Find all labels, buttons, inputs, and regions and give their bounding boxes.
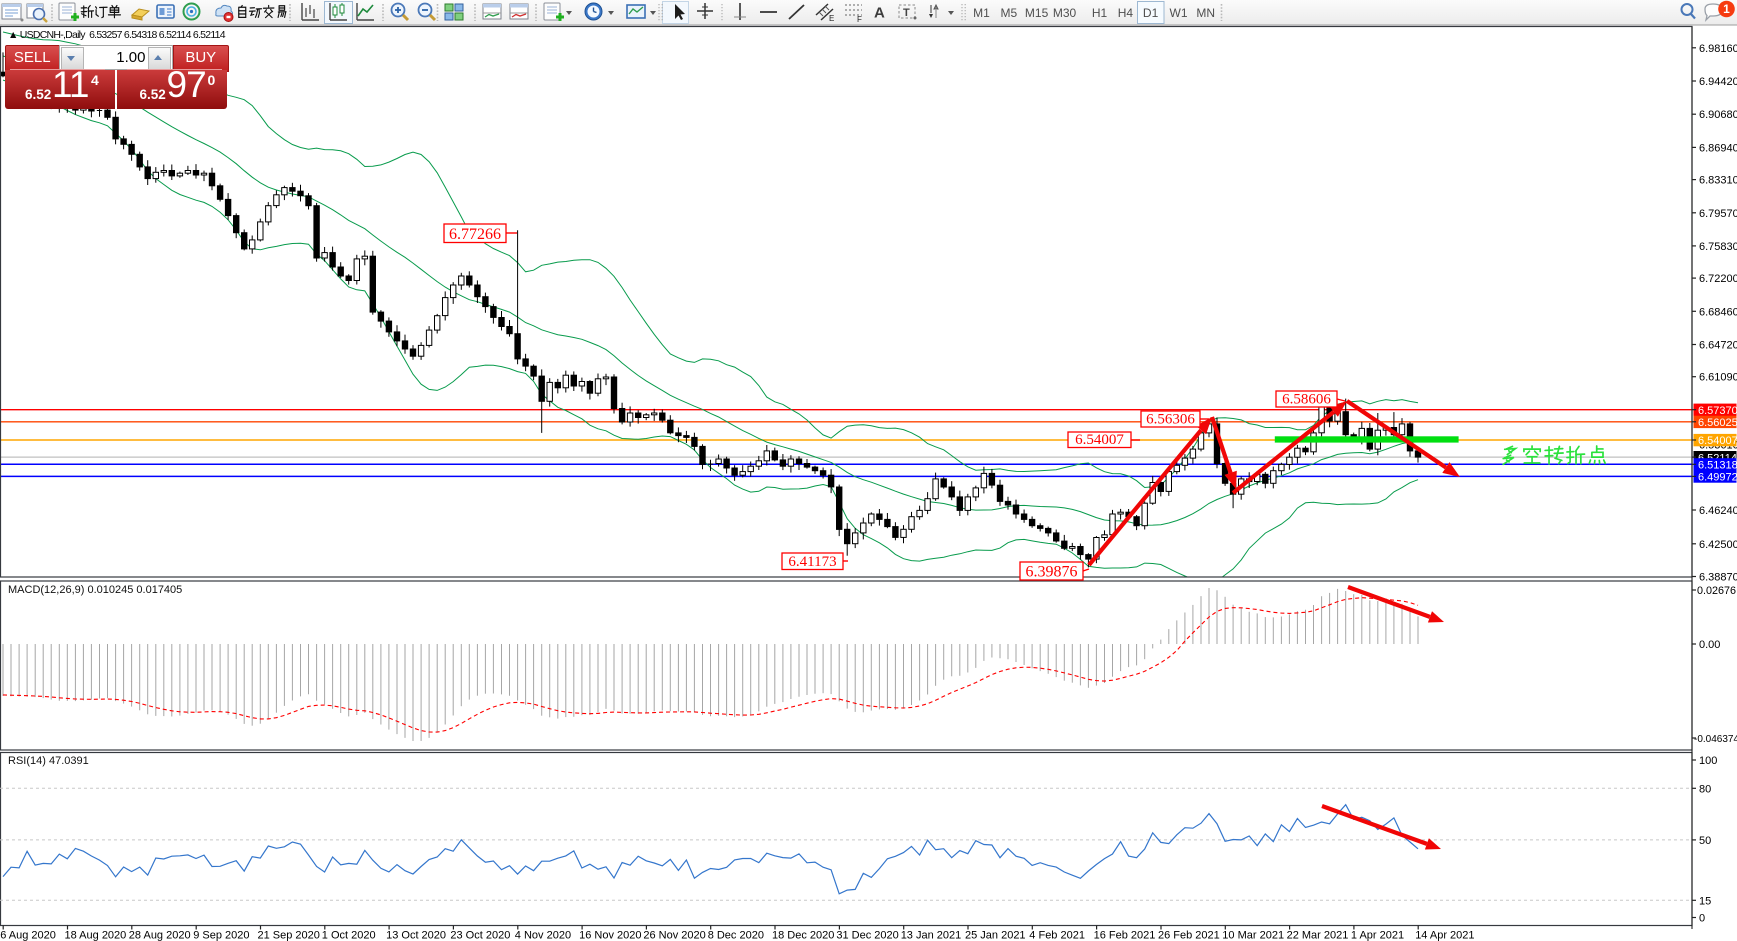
svg-text:6.90680: 6.90680 <box>1699 109 1737 121</box>
svg-text:25 Jan 2021: 25 Jan 2021 <box>965 930 1026 941</box>
svg-text:6.56025: 6.56025 <box>1698 417 1737 429</box>
svg-text:22 Mar 2021: 22 Mar 2021 <box>1287 930 1349 941</box>
svg-text:1: 1 <box>1723 2 1730 16</box>
svg-text:21 Sep 2020: 21 Sep 2020 <box>258 930 320 941</box>
svg-text:6.51318: 6.51318 <box>1698 460 1737 472</box>
svg-text:6.46240: 6.46240 <box>1699 505 1737 517</box>
svg-text:18 Aug 2020: 18 Aug 2020 <box>65 930 127 941</box>
svg-text:0.02676: 0.02676 <box>1697 585 1736 597</box>
svg-text:M5: M5 <box>1000 6 1017 20</box>
svg-text:6.79570: 6.79570 <box>1699 208 1737 220</box>
svg-text:31 Dec 2020: 31 Dec 2020 <box>836 930 898 941</box>
svg-text:6.75830: 6.75830 <box>1699 241 1737 253</box>
svg-text:M15: M15 <box>1025 6 1049 20</box>
svg-text:13 Jan 2021: 13 Jan 2021 <box>901 930 962 941</box>
svg-text:13 Oct 2020: 13 Oct 2020 <box>386 930 446 941</box>
svg-text:RSI(14) 47.0391: RSI(14) 47.0391 <box>8 755 89 767</box>
svg-text:100: 100 <box>1699 755 1717 767</box>
svg-text:4 Nov 2020: 4 Nov 2020 <box>515 930 571 941</box>
svg-text:23 Oct 2020: 23 Oct 2020 <box>450 930 510 941</box>
svg-text:H1: H1 <box>1092 6 1108 20</box>
svg-text:18 Dec 2020: 18 Dec 2020 <box>772 930 834 941</box>
svg-text:6.94420: 6.94420 <box>1699 76 1737 88</box>
svg-text:W1: W1 <box>1170 6 1188 20</box>
svg-text:M30: M30 <box>1053 6 1077 20</box>
svg-text:1 Apr 2021: 1 Apr 2021 <box>1351 930 1404 941</box>
svg-text:6.38870: 6.38870 <box>1699 572 1737 584</box>
svg-text:6.57370: 6.57370 <box>1698 405 1737 417</box>
svg-text:6.54007: 6.54007 <box>1075 432 1124 448</box>
svg-text:E: E <box>829 14 834 23</box>
svg-text:A: A <box>874 5 885 22</box>
svg-text:8 Dec 2020: 8 Dec 2020 <box>708 930 764 941</box>
svg-text:80: 80 <box>1699 783 1711 795</box>
svg-text:28 Aug 2020: 28 Aug 2020 <box>129 930 191 941</box>
svg-text:6.42500: 6.42500 <box>1699 539 1737 551</box>
svg-text:26 Nov 2020: 26 Nov 2020 <box>643 930 705 941</box>
svg-text:D1: D1 <box>1143 6 1159 20</box>
svg-text:50: 50 <box>1699 835 1711 847</box>
svg-text:H4: H4 <box>1118 6 1134 20</box>
svg-text:6 Aug 2020: 6 Aug 2020 <box>0 930 56 941</box>
svg-text:6.77266: 6.77266 <box>449 226 501 243</box>
svg-text:MACD(12,26,9) 0.010245 0.01740: MACD(12,26,9) 0.010245 0.017405 <box>8 584 182 596</box>
svg-text:16 Nov 2020: 16 Nov 2020 <box>579 930 641 941</box>
svg-text:1 Oct 2020: 1 Oct 2020 <box>322 930 376 941</box>
svg-text:T: T <box>903 7 910 19</box>
svg-text:6.41173: 6.41173 <box>788 554 836 570</box>
svg-text:6.86940: 6.86940 <box>1699 142 1737 154</box>
svg-text:6.49972: 6.49972 <box>1698 472 1737 484</box>
svg-text:6.68460: 6.68460 <box>1699 306 1737 318</box>
svg-text:14 Apr 2021: 14 Apr 2021 <box>1415 930 1474 941</box>
svg-text:6.83310: 6.83310 <box>1699 175 1737 187</box>
svg-text:-0.046374: -0.046374 <box>1694 734 1737 745</box>
svg-text:6.54007: 6.54007 <box>1698 435 1737 447</box>
svg-text:0.00: 0.00 <box>1699 639 1720 651</box>
svg-text:6.61090: 6.61090 <box>1699 372 1737 384</box>
svg-text:6.64720: 6.64720 <box>1699 340 1737 352</box>
svg-text:6.56306: 6.56306 <box>1146 412 1195 428</box>
svg-text:0: 0 <box>1699 913 1705 925</box>
svg-text:16 Feb 2021: 16 Feb 2021 <box>1094 930 1156 941</box>
svg-text:6.98160: 6.98160 <box>1699 43 1737 55</box>
svg-text:4 Feb 2021: 4 Feb 2021 <box>1029 930 1085 941</box>
svg-text:M1: M1 <box>973 6 990 20</box>
svg-text:15: 15 <box>1699 895 1711 907</box>
svg-text:6.72200: 6.72200 <box>1699 273 1737 285</box>
svg-text:6.39876: 6.39876 <box>1026 564 1078 581</box>
svg-text:F: F <box>857 15 862 24</box>
svg-text:MN: MN <box>1196 6 1215 20</box>
svg-text:10 Mar 2021: 10 Mar 2021 <box>1222 930 1284 941</box>
svg-text:26 Feb 2021: 26 Feb 2021 <box>1158 930 1220 941</box>
svg-text:6.58606: 6.58606 <box>1282 392 1331 408</box>
svg-text:9 Sep 2020: 9 Sep 2020 <box>193 930 249 941</box>
